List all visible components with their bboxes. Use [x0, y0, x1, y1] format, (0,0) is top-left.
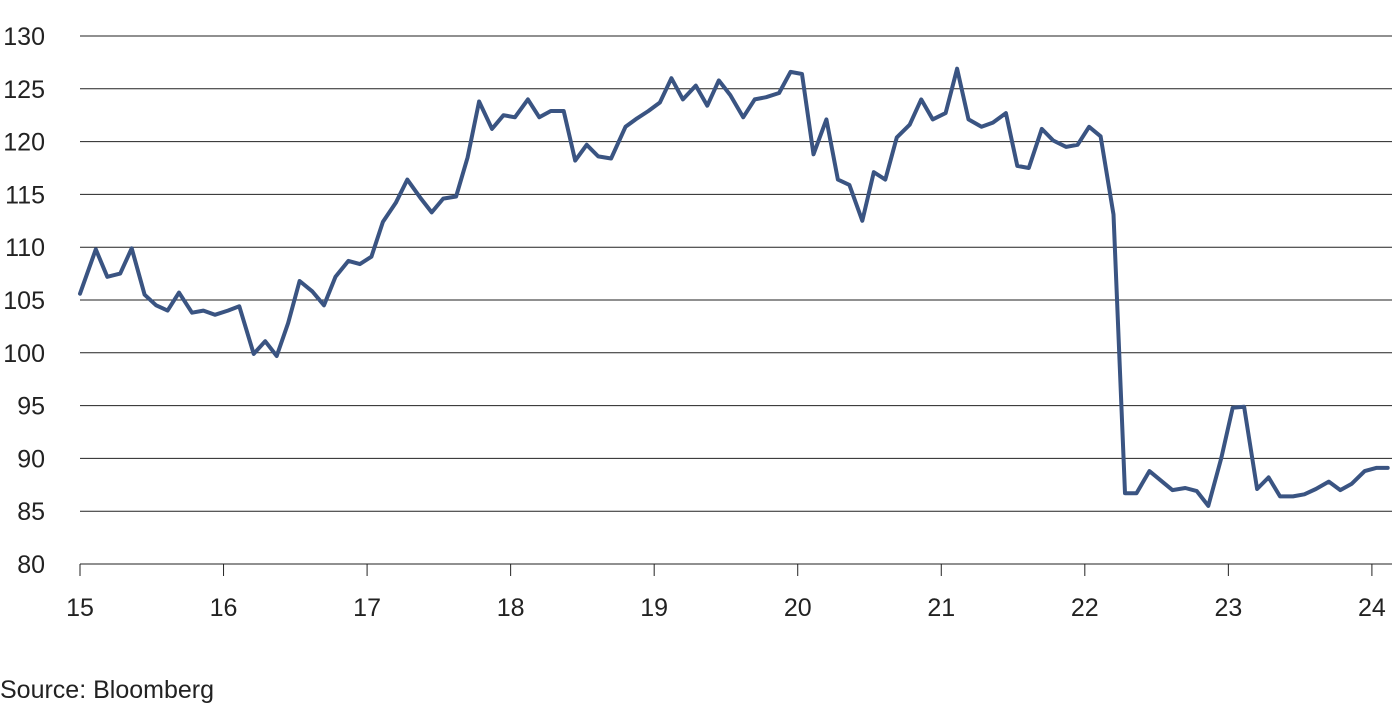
x-tick-label: 24 [1358, 594, 1386, 622]
x-tick-label: 15 [66, 594, 94, 622]
y-axis: 80 85 90 95 100 105 110 115 120 125 130 [3, 23, 45, 579]
y-tick-label: 120 [3, 129, 45, 157]
y-tick-label: 100 [3, 340, 45, 368]
x-axis: 15 16 17 18 19 20 21 22 23 24 [66, 564, 1386, 622]
series-line-0 [78, 66, 1390, 508]
x-tick-label: 19 [640, 594, 668, 622]
source-note: Source: Bloomberg [0, 676, 215, 704]
x-tick-label: 23 [1214, 594, 1242, 622]
gridlines [80, 35, 1392, 565]
y-tick-label: 125 [3, 76, 45, 104]
x-tick-label: 21 [927, 594, 955, 622]
y-tick-label: 105 [3, 287, 45, 315]
y-tick-label: 80 [17, 551, 45, 579]
line-chart: 80 85 90 95 100 105 110 115 120 125 130 15 16 17 18 19… [3, 23, 1392, 622]
x-tick-label: 18 [497, 594, 525, 622]
y-tick-label: 130 [3, 23, 45, 51]
x-tick-label: 20 [784, 594, 812, 622]
series-group [78, 66, 1390, 508]
x-tick-label: 17 [353, 594, 381, 622]
y-tick-label: 115 [5, 181, 45, 209]
y-tick-label: 90 [17, 445, 45, 473]
x-tick-label: 22 [1071, 594, 1099, 622]
y-tick-label: 95 [17, 393, 45, 421]
y-tick-label: 110 [5, 234, 45, 262]
x-tick-label: 16 [210, 594, 238, 622]
y-tick-label: 85 [17, 498, 45, 526]
